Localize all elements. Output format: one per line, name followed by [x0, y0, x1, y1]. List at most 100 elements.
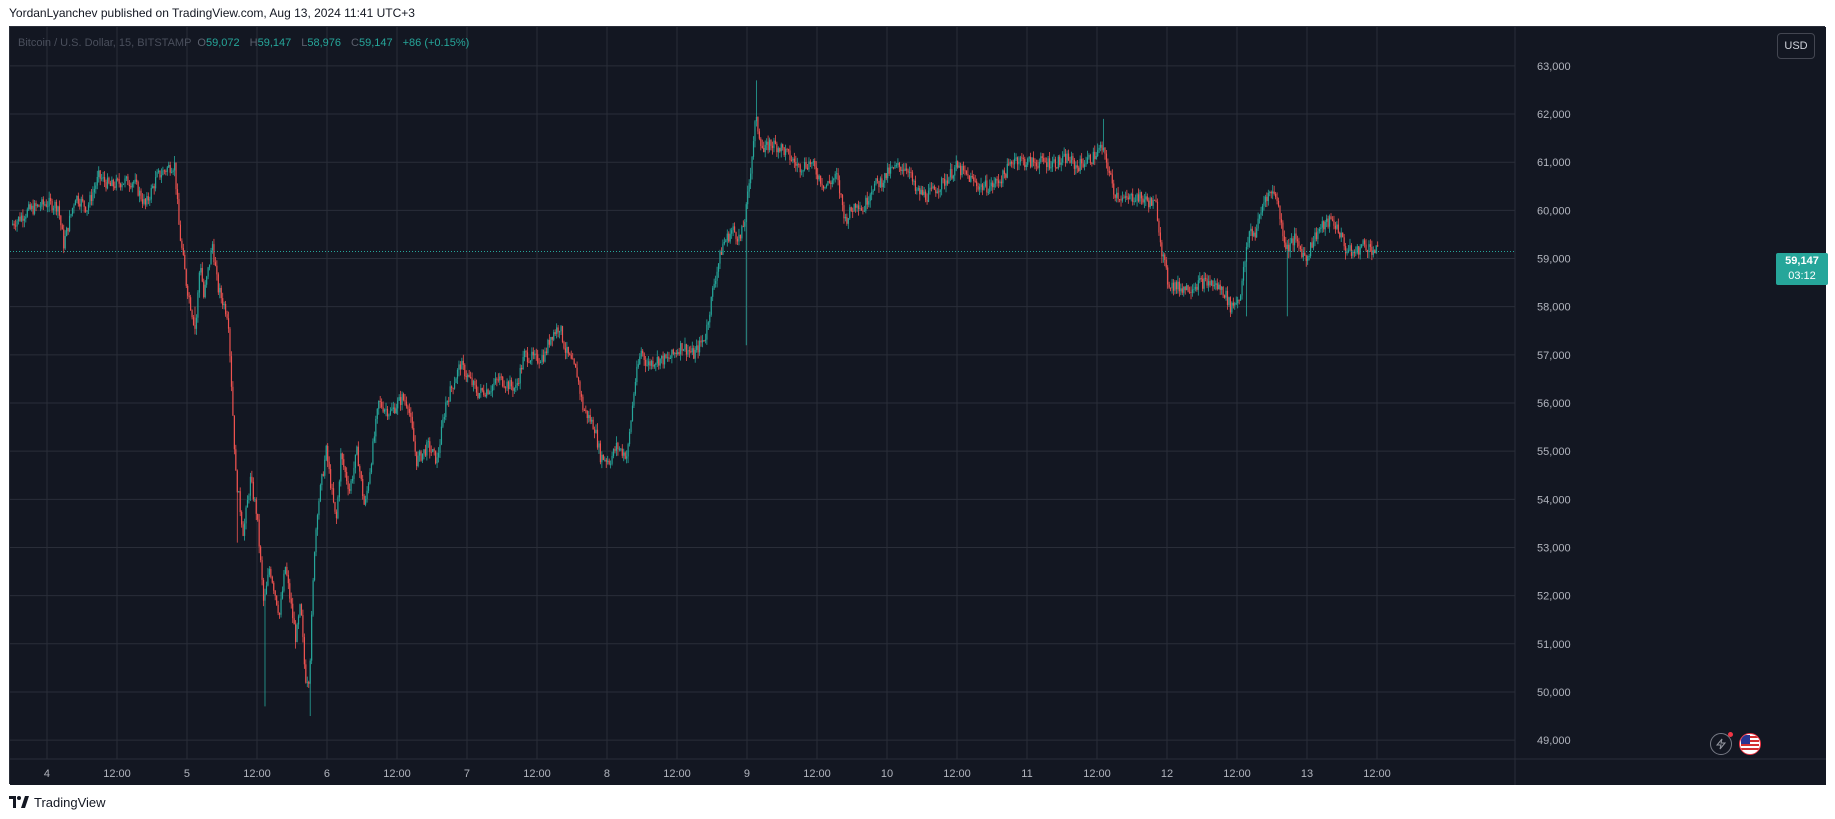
chart-panel[interactable]: 49,000 50,000 51,000 52,000 53,000 54,000 55,0…	[9, 26, 1828, 785]
candle-body	[786, 148, 788, 150]
candle-body	[105, 182, 107, 189]
lightning-icon[interactable]	[1710, 732, 1733, 755]
candle-body	[313, 552, 316, 581]
candle-body	[32, 205, 34, 214]
candle-body	[344, 467, 346, 472]
candle-body	[61, 225, 63, 230]
candle-body	[55, 201, 58, 212]
candle-body	[1368, 244, 1370, 252]
candle-body	[693, 348, 695, 359]
candle-body	[847, 218, 849, 224]
candle-body	[863, 210, 865, 212]
candle-body	[436, 457, 438, 464]
candle-body	[242, 524, 244, 536]
symbol-name[interactable]: Bitcoin / U.S. Dollar, 15, BITSTAMP	[18, 37, 192, 49]
candle-body	[157, 170, 160, 173]
candle-body	[980, 184, 982, 188]
candle-body	[1015, 157, 1017, 159]
candle-body	[824, 186, 826, 189]
candle-body	[588, 415, 590, 419]
candle-body	[833, 178, 835, 181]
x-tick-label: 8	[604, 768, 610, 780]
candle-body	[732, 226, 734, 231]
candle-body	[159, 170, 161, 178]
candle-body	[296, 624, 298, 643]
candle-body	[607, 460, 609, 462]
candle-body	[41, 199, 43, 207]
candle-body	[862, 210, 864, 212]
candle-body	[1277, 200, 1280, 206]
candle-body	[1088, 154, 1090, 158]
candle-body	[989, 186, 991, 192]
candle-body	[385, 408, 387, 410]
candle-body	[653, 364, 655, 367]
candle-body	[760, 138, 762, 146]
candle-body	[987, 191, 989, 193]
candle-body	[335, 511, 338, 519]
candle-body	[688, 350, 690, 352]
candle-body	[1221, 286, 1223, 290]
candle-body	[1111, 174, 1113, 184]
candle-body	[656, 357, 658, 364]
candle-body	[1377, 245, 1379, 247]
candle-body	[372, 441, 374, 465]
candle-body	[1283, 236, 1285, 243]
candle-body	[935, 189, 937, 194]
candle-body	[706, 324, 708, 340]
candle-body	[258, 519, 260, 547]
candle-body	[213, 244, 215, 263]
candle-body	[102, 177, 104, 179]
candle-body	[521, 367, 523, 370]
candle-body	[1066, 153, 1068, 164]
candle-body	[628, 431, 631, 445]
candle-body	[262, 579, 265, 601]
candle-body	[442, 419, 444, 427]
x-tick-label: 12:00	[103, 768, 131, 780]
candle-body	[426, 442, 428, 456]
candle-body	[971, 175, 973, 178]
candle-body	[965, 170, 968, 174]
candle-body	[1336, 224, 1338, 229]
candle-body	[66, 227, 68, 237]
price-chart-svg[interactable]: 49,000 50,000 51,000 52,000 53,000 54,000 55,0…	[10, 27, 1826, 785]
candle-body	[707, 322, 709, 325]
candle-body	[1013, 158, 1016, 165]
candle-body	[486, 389, 488, 397]
candle-body	[281, 590, 284, 599]
candle-body	[379, 400, 381, 402]
candle-body	[1081, 158, 1083, 164]
candle-body	[838, 180, 841, 194]
candle-body	[1242, 266, 1245, 281]
candle-body	[945, 180, 947, 186]
candle-body	[1180, 288, 1182, 292]
x-tick-label: 12	[1161, 768, 1173, 780]
candle-body	[168, 165, 170, 168]
candle-body	[690, 351, 692, 353]
candle-body	[739, 234, 742, 239]
y-tick-label: 62,000	[1537, 109, 1571, 121]
symbol-legend[interactable]: Bitcoin / U.S. Dollar, 15, BITSTAMP O59,…	[18, 35, 473, 51]
candle-body	[793, 158, 795, 163]
candle-body	[510, 379, 513, 387]
us-flag-icon[interactable]	[1739, 733, 1761, 755]
candle-body	[939, 189, 941, 193]
candle-body	[544, 351, 546, 362]
candle-body	[685, 344, 688, 355]
candle-body	[1253, 232, 1255, 236]
candle-body	[891, 167, 893, 168]
candle-body	[255, 499, 257, 514]
candle-body	[455, 378, 457, 384]
currency-button[interactable]: USD	[1777, 33, 1815, 59]
candle-body	[593, 429, 596, 433]
candle-body	[948, 177, 950, 184]
candle-body	[745, 204, 747, 223]
candle-body	[465, 376, 467, 378]
candle-body	[1299, 246, 1302, 250]
candle-body	[516, 383, 518, 386]
candle-body	[796, 164, 798, 166]
tradingview-footer[interactable]: TradingView	[9, 792, 106, 812]
candle-body	[608, 460, 610, 464]
candle-body	[254, 499, 256, 501]
candle-body	[1282, 222, 1284, 237]
candle-body	[467, 374, 469, 378]
